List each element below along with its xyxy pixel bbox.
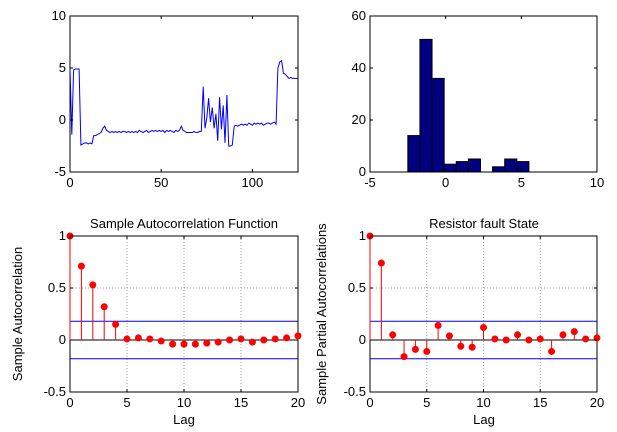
hist-bar [455, 161, 469, 173]
pacf-y-tick-label: 0 [359, 332, 366, 347]
ts-y-tick-label: 10 [52, 8, 66, 23]
hist-bar [492, 166, 506, 173]
ts-x-tick-label: 100 [242, 175, 264, 190]
acf-point [294, 332, 302, 340]
acf-point [134, 334, 142, 342]
acf-point [169, 340, 177, 348]
hist-y-tick-label: 20 [352, 112, 366, 127]
pacf-panel: 0 5 10 15 20 -0.500.51 Resistor fault State … [314, 216, 604, 427]
pacf-point [468, 343, 476, 351]
pacf-point [434, 321, 442, 329]
hist-y-tick-label: 0 [359, 164, 366, 179]
acf-point [180, 340, 188, 348]
acf-x-tick-label: 5 [123, 395, 130, 410]
acf-point [271, 335, 279, 343]
histogram-plot-area [369, 15, 598, 173]
pacf-ylabel: Sample Partial Autocorrelations [314, 223, 329, 405]
pacf-point [582, 335, 590, 343]
hist-bar [407, 135, 421, 173]
acf-point [214, 338, 222, 346]
pacf-point [502, 336, 510, 344]
pacf-point [559, 331, 567, 339]
time-series-plot-area [69, 15, 299, 173]
hist-bar [516, 161, 530, 173]
acf-point [146, 335, 154, 343]
acf-point [226, 336, 234, 344]
acf-xlabel: Lag [173, 412, 195, 427]
ts-x-tick-label: 50 [154, 175, 168, 190]
acf-x-tick-label: 15 [234, 395, 248, 410]
acf-x-tick-label: 0 [66, 395, 73, 410]
acf-point [123, 335, 131, 343]
ts-x-tick-label: 0 [66, 175, 73, 190]
pacf-x-tick-label: 5 [423, 395, 430, 410]
hist-y-tick-label: 40 [352, 60, 366, 75]
hist-bar [431, 77, 445, 173]
pacf-point [423, 347, 431, 355]
hist-bar [467, 158, 481, 173]
ts-y-tick-label: 0 [59, 112, 66, 127]
acf-point [203, 339, 211, 347]
pacf-point [536, 335, 544, 343]
hist-x-tick-label: 5 [518, 175, 525, 190]
acf-point [77, 262, 85, 270]
acf-ylabel: Sample Autocorrelation [10, 247, 25, 381]
hist-y-tick-label: 60 [352, 8, 366, 23]
pacf-point [400, 353, 408, 361]
pacf-y-tick-label: -0.5 [344, 384, 366, 399]
pacf-point [514, 331, 522, 339]
acf-point [157, 337, 165, 345]
acf-y-tick-label: -0.5 [44, 384, 66, 399]
ts-y-tick-label: 5 [59, 60, 66, 75]
acf-y-tick-label: 0 [59, 332, 66, 347]
acf-y-tick-label: 1 [59, 228, 66, 243]
pacf-point [548, 347, 556, 355]
acf-panel: 0 5 10 15 20 -0.500.51 Sample Autocorrelatio… [10, 216, 305, 427]
hist-x-tick-label: 0 [442, 175, 449, 190]
hist-bar [504, 158, 518, 173]
hist-bar [419, 38, 433, 173]
pacf-point [411, 345, 419, 353]
acf-point [100, 303, 108, 311]
pacf-y-tick-label: 0.5 [348, 280, 366, 295]
pacf-point [491, 335, 499, 343]
pacf-x-tick-label: 20 [590, 395, 604, 410]
pacf-title: Resistor fault State [429, 216, 539, 231]
pacf-point [457, 342, 465, 350]
acf-point [89, 281, 97, 289]
pacf-point [593, 334, 601, 342]
ts-series-line [69, 59, 298, 147]
acf-point [191, 340, 199, 348]
pacf-x-tick-label: 0 [366, 395, 373, 410]
pacf-xlabel: Lag [473, 412, 495, 427]
acf-point [237, 335, 245, 343]
pacf-x-tick-label: 10 [476, 395, 490, 410]
acf-point [283, 334, 291, 342]
acf-x-tick-label: 20 [291, 395, 305, 410]
pacf-y-tick-label: 1 [359, 228, 366, 243]
hist-x-tick-label: -5 [364, 175, 376, 190]
pacf-x-tick-label: 15 [533, 395, 547, 410]
pacf-point [570, 328, 578, 336]
ts-y-tick-label: -5 [54, 164, 66, 179]
pacf-point [525, 336, 533, 344]
acf-y-tick-label: 0.5 [48, 280, 66, 295]
hist-x-tick-label: 10 [590, 175, 604, 190]
pacf-point [445, 332, 453, 340]
pacf-point [389, 331, 397, 339]
acf-title: Sample Autocorrelation Function [90, 216, 278, 231]
acf-x-tick-label: 10 [177, 395, 191, 410]
acf-point [248, 338, 256, 346]
acf-point [112, 320, 120, 328]
acf-point [260, 336, 268, 344]
pacf-point [480, 324, 487, 332]
pacf-point [377, 259, 385, 267]
